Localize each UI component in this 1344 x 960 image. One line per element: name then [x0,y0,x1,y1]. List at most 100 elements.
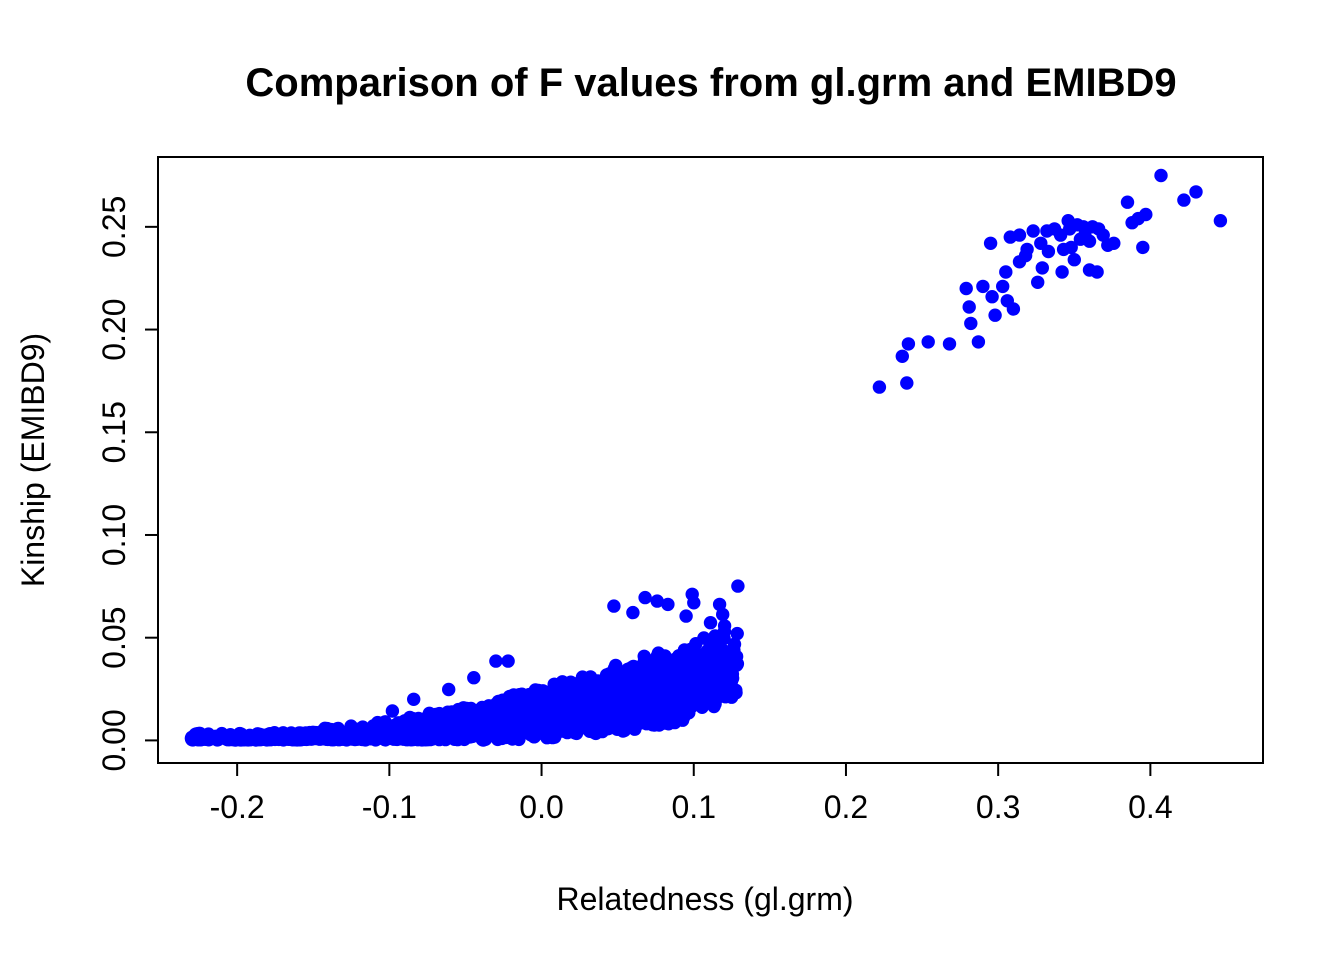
data-point [283,732,298,746]
data-point [1090,265,1104,279]
x-tick-label: 0.0 [519,789,563,825]
data-point [661,717,676,731]
data-point [467,671,481,685]
data-point [727,637,742,651]
data-point [661,597,675,612]
data-point [665,700,679,714]
data-point [964,316,978,331]
data-point [587,725,601,739]
data-point [721,660,735,674]
data-point [422,706,437,720]
data-point [716,607,730,622]
data-point [1213,214,1228,228]
data-point [988,308,1002,322]
data-point [457,717,471,731]
data-point [455,705,470,719]
data-point [731,579,745,593]
data-point [1177,193,1191,207]
data-point [942,337,957,351]
x-tick-label: -0.2 [210,789,265,825]
data-point [682,706,696,720]
data-point [1189,185,1203,199]
data-point [712,597,727,612]
data-point [498,723,512,738]
data-point [1041,244,1056,259]
data-point [507,693,521,708]
chart-title: Comparison of F values from gl.grm and E… [245,61,1176,105]
data-point [424,723,439,737]
data-point [1120,195,1135,209]
data-point [1067,253,1082,267]
data-point [234,733,249,747]
data-point [617,723,632,738]
data-point [692,683,706,697]
data-point [349,722,364,736]
data-point [638,590,652,605]
data-point [265,731,279,745]
data-point [921,335,935,349]
data-point [378,730,392,745]
data-point [619,676,633,690]
data-point [1006,302,1021,316]
x-tick-label: 0.2 [824,789,868,825]
data-point [679,677,693,691]
data-point [580,710,594,724]
data-point [489,654,503,668]
data-point [1154,168,1168,183]
data-point [652,692,666,706]
data-point [1055,265,1069,279]
data-point [457,732,471,747]
data-point [592,695,606,709]
data-point [640,690,654,704]
y-axis-title: Kinship (EMIBD9) [15,333,51,587]
data-point [1139,207,1153,222]
scatter-points [184,168,1228,747]
data-point [1107,236,1121,250]
data-point [201,727,216,741]
y-tick-label: 0.20 [96,298,132,360]
data-point [999,265,1013,279]
data-point [479,704,493,718]
x-tick-label: 0.1 [672,789,716,825]
x-axis: -0.2 -0.1 0.0 0.1 0.2 0.3 0.4 [210,763,1173,825]
data-point [250,727,265,741]
data-point [492,706,506,720]
data-point [687,596,701,610]
data-point [976,279,990,294]
data-point [407,692,421,706]
data-point [650,594,664,608]
data-point [414,720,428,734]
y-tick-label: 0.00 [96,709,132,771]
data-point [1082,234,1097,248]
x-tick-label: 0.4 [1128,789,1172,825]
data-point [996,279,1010,294]
data-point [385,704,400,718]
data-point [691,664,706,679]
data-point [962,300,976,314]
data-point [971,335,986,349]
data-point [528,687,542,701]
data-point [442,682,456,697]
data-point [711,690,725,705]
data-point [325,732,339,746]
data-point [626,605,640,620]
data-point [1026,224,1040,238]
data-point [1035,261,1050,275]
y-tick-label: 0.15 [96,401,132,463]
data-point [729,686,743,700]
data-point [603,686,618,700]
data-point [637,649,651,663]
y-axis: 0.00 0.05 0.10 0.15 0.20 0.25 [96,196,158,772]
data-point [679,609,693,623]
data-point [501,654,515,668]
data-point [539,716,553,730]
x-tick-label: 0.3 [976,789,1020,825]
data-point [514,714,528,728]
data-point [872,380,887,394]
x-axis-title: Relatedness (gl.grm) [557,881,854,917]
y-tick-label: 0.05 [96,607,132,669]
data-point [667,679,682,694]
data-point [983,236,998,250]
